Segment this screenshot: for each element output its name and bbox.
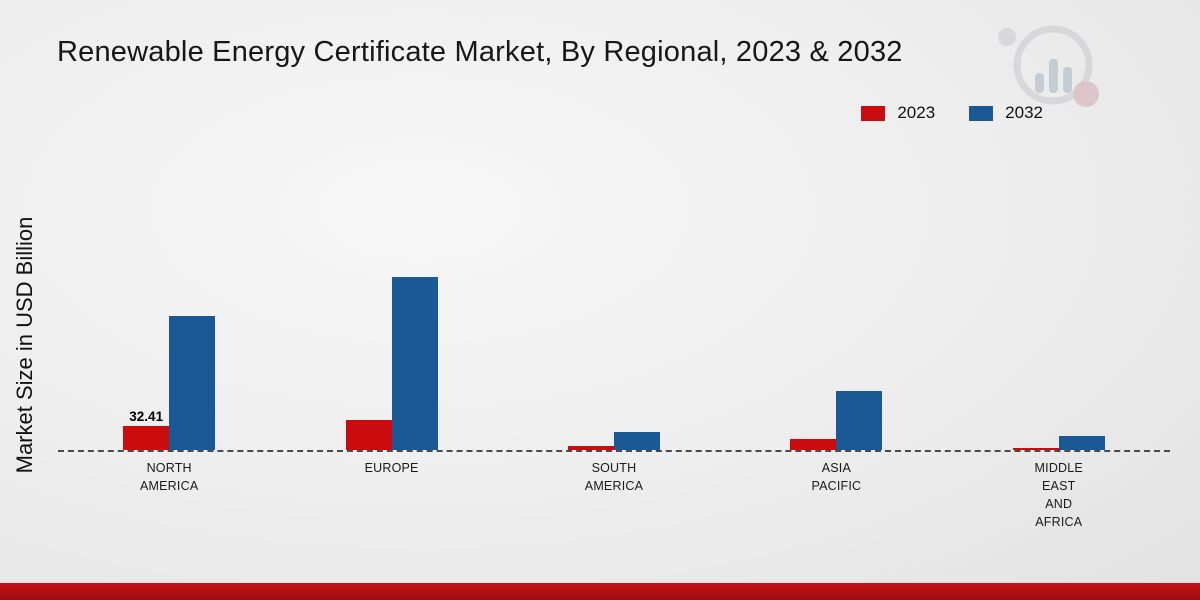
bar-2032-south-america [613, 432, 660, 450]
bar-group-middle-east-africa: MIDDLE EAST AND AFRICA [948, 70, 1170, 529]
watermark-logo [998, 25, 1099, 107]
bar-2023-middle-east-africa [1012, 447, 1059, 450]
bar-2032-europe [391, 276, 438, 450]
bar-2023-south-america [567, 446, 614, 450]
bar-group-europe: EUROPE [280, 70, 502, 475]
bar-groups: 32.41 NORTH AMERICA EUROPE SOUTH AMERICA [58, 70, 1170, 529]
y-axis-label: Market Size in USD Billion [12, 216, 37, 474]
bar-2032-middle-east-africa [1058, 435, 1105, 450]
category-label-europe: EUROPE [364, 461, 419, 475]
category-label-north-america: NORTH AMERICA [140, 461, 199, 494]
legend: 2023 2032 [861, 103, 1043, 123]
category-label-asia-pacific: ASIA PACIFIC [811, 461, 862, 494]
bar-value-label-north-america: 32.41 [129, 409, 164, 424]
bar-2023-north-america: 32.41 [123, 409, 170, 450]
bar-group-north-america: 32.41 NORTH AMERICA [58, 70, 280, 493]
category-label-south-america: SOUTH AMERICA [584, 461, 644, 494]
bar-2032-asia-pacific [836, 390, 883, 450]
bar-group-asia-pacific: ASIA PACIFIC [725, 70, 947, 493]
legend-item-2023: 2023 [861, 103, 935, 123]
legend-swatch-2023 [861, 105, 886, 121]
legend-item-2032: 2032 [969, 103, 1043, 123]
bar-2032-north-america [169, 316, 216, 450]
bar-2023-asia-pacific [790, 438, 837, 450]
bar-chart: 32.41 NORTH AMERICA EUROPE SOUTH AMERICA [58, 70, 1170, 529]
legend-label-2023: 2023 [897, 103, 936, 122]
footer-accent-bar [0, 583, 1200, 600]
legend-label-2032: 2032 [1005, 103, 1043, 122]
chart-title: Renewable Energy Certificate Market, By … [57, 36, 903, 68]
legend-swatch-2032 [969, 105, 994, 121]
bar-group-south-america: SOUTH AMERICA [503, 70, 725, 493]
category-label-middle-east-africa: MIDDLE EAST AND AFRICA [1034, 461, 1083, 530]
bar-2023-europe [345, 420, 392, 450]
